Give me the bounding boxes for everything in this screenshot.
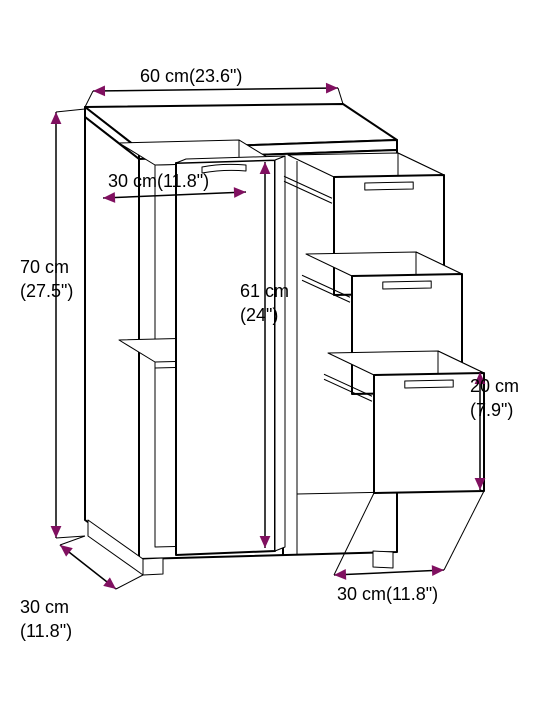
dim-drawer-width: 30 cm(11.8")	[337, 584, 438, 604]
svg-text:(7.9"): (7.9")	[470, 400, 513, 420]
dim-depth-left: 30 cm	[20, 597, 69, 617]
svg-text:(11.8"): (11.8")	[20, 621, 72, 641]
svg-text:(24"): (24")	[240, 305, 278, 325]
dim-door-width: 30 cm(11.8")	[108, 171, 209, 191]
svg-text:(27.5"): (27.5")	[20, 281, 73, 301]
dim-width-top: 60 cm(23.6")	[140, 66, 242, 86]
dim-door-height: 61 cm	[240, 281, 289, 301]
dim-height-left: 70 cm	[20, 257, 69, 277]
dim-drawer-height: 20 cm	[470, 376, 519, 396]
cabinet-door	[176, 156, 285, 555]
